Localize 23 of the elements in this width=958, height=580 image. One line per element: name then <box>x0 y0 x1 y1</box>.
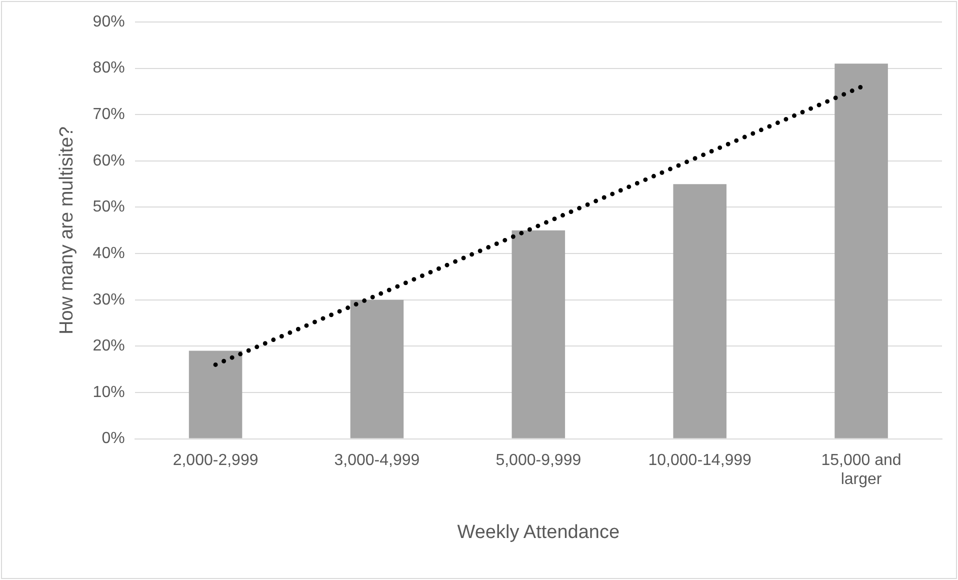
y-tick-label: 20% <box>92 338 125 355</box>
bar <box>834 64 888 438</box>
y-tick-label: 60% <box>92 152 125 170</box>
x-axis-title: Weekly Attendance <box>457 522 620 543</box>
bar <box>188 350 242 438</box>
x-tick-label: 5,000-9,999 <box>496 452 582 469</box>
y-tick-label: 30% <box>92 291 125 308</box>
x-tick-label: 10,000-14,999 <box>648 452 752 469</box>
bar <box>673 184 726 438</box>
x-tick-label: 15,000 and larger <box>821 452 902 488</box>
x-tick-label: 2,000-2,999 <box>172 452 258 469</box>
y-tick-label: 0% <box>102 430 125 448</box>
line-series <box>213 84 864 367</box>
y-tick-label: 10% <box>92 384 125 401</box>
y-tick-label: 40% <box>92 244 125 262</box>
x-tick-label: 3,000-4,999 <box>334 452 420 469</box>
y-axis-title: How many are multisite? <box>56 126 78 334</box>
y-tick-label: 90% <box>92 13 125 30</box>
bar <box>350 300 404 438</box>
y-tick-label: 70% <box>92 106 125 124</box>
y-tick-label: 80% <box>92 60 125 77</box>
y-tick-label: 50% <box>92 198 125 216</box>
bar <box>512 230 566 438</box>
